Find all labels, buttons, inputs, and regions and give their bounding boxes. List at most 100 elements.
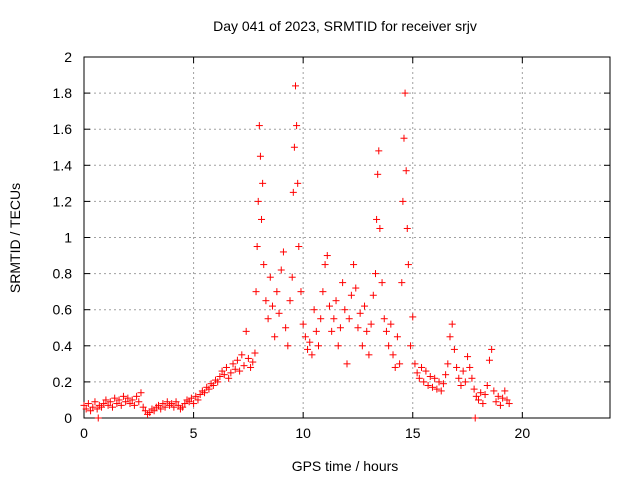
- data-point: [251, 349, 259, 357]
- data-point: [448, 320, 456, 328]
- data-point: [253, 243, 261, 251]
- data-point: [172, 398, 180, 406]
- data-point: [505, 400, 513, 408]
- data-point: [113, 400, 121, 408]
- data-point: [227, 369, 235, 377]
- data-point: [294, 179, 302, 187]
- data-point: [310, 306, 318, 314]
- data-point: [488, 345, 496, 353]
- data-point: [146, 409, 154, 417]
- x-tick-label: 0: [80, 425, 88, 441]
- data-point: [396, 360, 404, 368]
- y-tick-label: 1.6: [53, 121, 73, 137]
- data-point: [87, 407, 95, 415]
- y-tick-label: 0.4: [53, 338, 73, 354]
- data-point: [130, 401, 138, 409]
- y-tick-label: 0: [64, 410, 72, 426]
- data-point: [288, 273, 296, 281]
- data-point: [464, 353, 472, 361]
- x-axis-ticks: [83, 57, 523, 418]
- data-points: [80, 82, 513, 422]
- data-point: [468, 374, 476, 382]
- data-point: [492, 398, 500, 406]
- x-tick-label: 5: [190, 425, 198, 441]
- data-point: [275, 309, 283, 317]
- data-point: [374, 170, 382, 178]
- data-point: [345, 315, 353, 323]
- data-point: [367, 320, 375, 328]
- data-point: [89, 403, 97, 411]
- data-point: [308, 351, 316, 359]
- data-point: [477, 389, 485, 397]
- data-point: [433, 385, 441, 393]
- data-point: [290, 143, 298, 151]
- data-point: [260, 261, 268, 269]
- data-point: [262, 297, 270, 305]
- data-point: [400, 134, 408, 142]
- data-point: [350, 261, 358, 269]
- data-point: [233, 356, 241, 364]
- data-point: [444, 360, 452, 368]
- data-point: [378, 279, 386, 287]
- data-point: [459, 367, 467, 375]
- data-point: [411, 360, 419, 368]
- data-point: [389, 351, 397, 359]
- data-point: [170, 403, 178, 411]
- data-point: [328, 327, 336, 335]
- data-point: [247, 363, 255, 371]
- data-point: [244, 354, 252, 362]
- data-point: [369, 291, 377, 299]
- data-point: [503, 396, 511, 404]
- y-tick-label: 2: [64, 49, 72, 65]
- y-tick-label: 0.2: [53, 374, 73, 390]
- data-point: [475, 396, 482, 404]
- data-point: [363, 327, 371, 335]
- data-point: [104, 401, 112, 409]
- data-point: [284, 342, 292, 350]
- data-point: [442, 371, 450, 379]
- data-point: [98, 403, 106, 411]
- data-point: [117, 401, 125, 409]
- data-point: [485, 356, 493, 364]
- data-point: [299, 320, 307, 328]
- data-point: [325, 302, 333, 310]
- data-point: [115, 396, 123, 404]
- data-point: [375, 147, 383, 155]
- data-point: [185, 398, 193, 406]
- data-point: [254, 197, 262, 205]
- data-point: [453, 363, 461, 371]
- data-point: [398, 279, 406, 287]
- data-point: [157, 405, 165, 413]
- data-point: [242, 327, 250, 335]
- data-point: [470, 385, 478, 393]
- data-point: [139, 403, 147, 411]
- data-point: [264, 315, 272, 323]
- data-point: [222, 363, 230, 371]
- data-point: [295, 243, 303, 251]
- data-point: [256, 152, 264, 160]
- data-point: [330, 315, 338, 323]
- data-point: [255, 122, 263, 130]
- data-point: [420, 378, 428, 386]
- data-point: [268, 302, 276, 310]
- data-point: [249, 358, 257, 366]
- data-point: [426, 372, 434, 380]
- data-point: [446, 333, 454, 341]
- data-point: [371, 270, 379, 278]
- data-point: [499, 394, 507, 402]
- data-point: [418, 363, 426, 371]
- data-point: [315, 342, 323, 350]
- y-tick-label: 0.6: [53, 302, 73, 318]
- data-point: [334, 342, 342, 350]
- data-point: [82, 405, 90, 413]
- data-point: [252, 288, 260, 296]
- data-point: [286, 297, 294, 305]
- data-point: [225, 374, 233, 382]
- data-point: [128, 396, 136, 404]
- data-point: [209, 382, 217, 390]
- data-point: [402, 167, 410, 175]
- data-point: [479, 400, 487, 408]
- data-point: [271, 333, 279, 341]
- data-point: [135, 398, 143, 406]
